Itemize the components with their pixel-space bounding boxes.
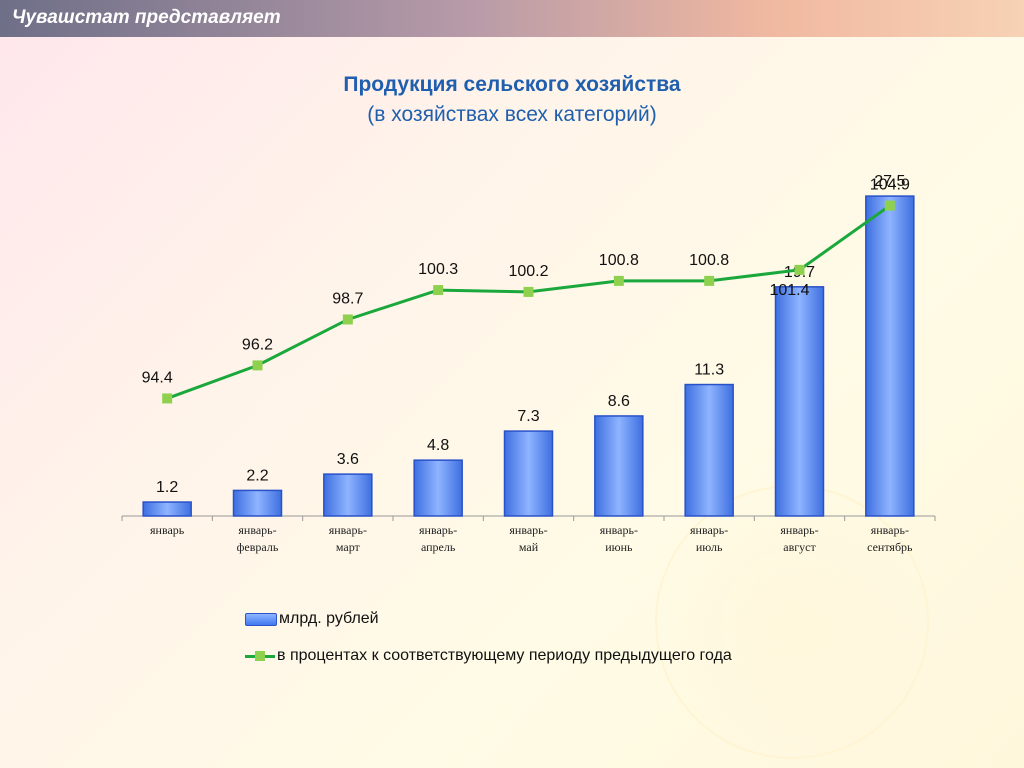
chart-canvas: 1.22.23.64.87.38.611.319.727.5январьянва… xyxy=(121,173,936,554)
legend-label-line: в процентах к соответствующему периоду п… xyxy=(277,647,732,664)
bar-value-label: 4.8 xyxy=(427,437,449,454)
bar xyxy=(865,195,915,517)
x-tick-label: май xyxy=(519,540,539,554)
line-marker xyxy=(523,286,534,297)
line-marker xyxy=(162,393,173,404)
line-marker xyxy=(794,264,805,275)
line-marker xyxy=(884,200,895,211)
legend-item-line: в процентах к соответствующему периоду п… xyxy=(245,647,732,665)
bar-value-label: 3.6 xyxy=(337,451,359,468)
x-tick-label: январь- xyxy=(509,523,547,537)
bar xyxy=(684,383,734,517)
line-marker xyxy=(252,360,263,371)
line-marker xyxy=(704,275,715,286)
header-title: Чувашстат представляет xyxy=(12,7,281,28)
line-value-label: 94.4 xyxy=(142,369,173,386)
bar-value-label: 8.6 xyxy=(608,393,630,410)
bar-value-label: 27.5 xyxy=(874,173,905,190)
bar xyxy=(774,286,825,517)
line-value-label: 96.2 xyxy=(242,336,273,353)
line-marker xyxy=(342,314,353,325)
bar-value-label: 1.2 xyxy=(156,479,178,496)
line-value-label: 100.8 xyxy=(599,252,639,269)
x-tick-label: апрель xyxy=(421,540,456,554)
bar xyxy=(323,473,373,517)
legend-item-bars: млрд. рублей xyxy=(245,610,379,628)
bar xyxy=(413,459,463,517)
legend-bar-swatch-icon xyxy=(245,612,277,626)
chart-subtitle: (в хозяйствах всех категорий) xyxy=(367,103,657,126)
x-tick-label: январь- xyxy=(690,523,728,537)
line-value-label: 98.7 xyxy=(332,290,363,307)
x-tick-label: январь- xyxy=(419,523,457,537)
x-tick-label: август xyxy=(783,540,816,554)
bar xyxy=(232,489,283,517)
line-value-label: 100.8 xyxy=(689,252,729,269)
bar-value-label: 2.2 xyxy=(246,467,268,484)
chart-title: Продукция сельского хозяйства xyxy=(343,73,681,96)
bar xyxy=(503,430,554,517)
header-bar: Чувашстат представляет xyxy=(0,0,1024,37)
bar xyxy=(594,415,644,517)
x-tick-label: январь- xyxy=(238,523,276,537)
bar-value-label: 7.3 xyxy=(517,408,539,425)
x-tick-label: июль xyxy=(696,540,723,554)
line-value-label: 100.3 xyxy=(418,261,458,278)
line-value-label: 104.9 xyxy=(870,177,910,194)
watermark-emblem-icon xyxy=(655,485,929,759)
x-tick-label: январь- xyxy=(871,523,909,537)
x-tick-label: июнь xyxy=(605,540,633,554)
line-value-label: 100.2 xyxy=(508,263,548,280)
x-tick-label: январь- xyxy=(329,523,367,537)
x-tick-label: январь- xyxy=(780,523,818,537)
legend-line-swatch-icon xyxy=(245,650,275,662)
bar-value-label: 11.3 xyxy=(694,362,724,379)
x-tick-label: январь xyxy=(150,523,185,537)
x-tick-label: январь- xyxy=(600,523,638,537)
x-tick-label: февраль xyxy=(237,540,279,554)
line-marker xyxy=(613,275,624,286)
line-value-label: 101.4 xyxy=(769,282,809,299)
bar xyxy=(142,501,192,517)
line-marker xyxy=(433,285,444,296)
legend-label-bars: млрд. рублей xyxy=(279,610,379,627)
x-tick-label: март xyxy=(336,540,361,554)
x-tick-label: сентябрь xyxy=(867,540,913,554)
